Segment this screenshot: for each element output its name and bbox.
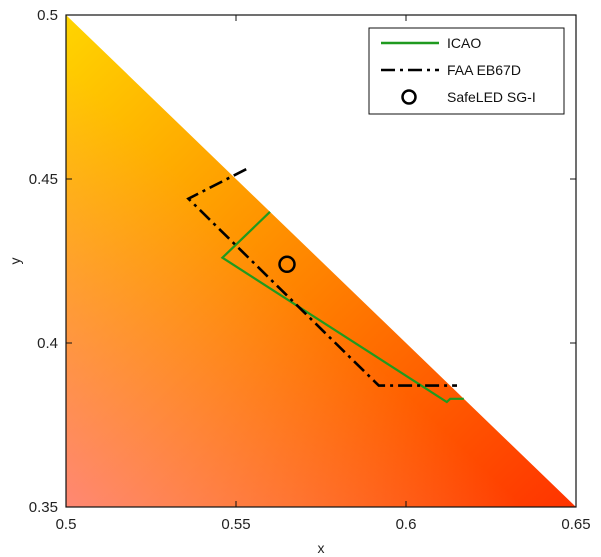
legend-swatch-safeled-sg-i [401, 89, 417, 105]
y-tick-label: 0.4 [37, 335, 58, 352]
x-tick-label: 0.5 [56, 516, 77, 533]
legend-label-faa-eb67d: FAA EB67D [447, 62, 521, 78]
series-layer [186, 168, 464, 404]
y-tick-label: 0.35 [29, 499, 58, 516]
series-faa-eb67d-line [186, 168, 457, 387]
color-region [66, 15, 576, 507]
series-safeled-sg-i-point [278, 255, 296, 274]
region-triangle-shade [66, 15, 576, 507]
axes: 0.5 0.55 0.6 0.65 0.35 0.4 0.45 0.5 x y [7, 7, 591, 556]
series-icao-line [220, 211, 464, 404]
legend: ICAO FAA EB67D SafeLED SG-I [368, 27, 565, 115]
x-tick-label: 0.55 [221, 516, 250, 533]
legend-label-safeled-sg-i: SafeLED SG-I [447, 89, 536, 105]
y-axis-label: y [7, 258, 23, 265]
plot-frame [65, 14, 577, 508]
x-axis-label: x [318, 540, 325, 556]
y-tick-label: 0.5 [37, 7, 58, 24]
x-tick-label: 0.6 [396, 516, 417, 533]
y-tick-label: 0.45 [29, 171, 58, 188]
x-tick-label: 0.65 [561, 516, 590, 533]
legend-label-icao: ICAO [447, 35, 481, 51]
